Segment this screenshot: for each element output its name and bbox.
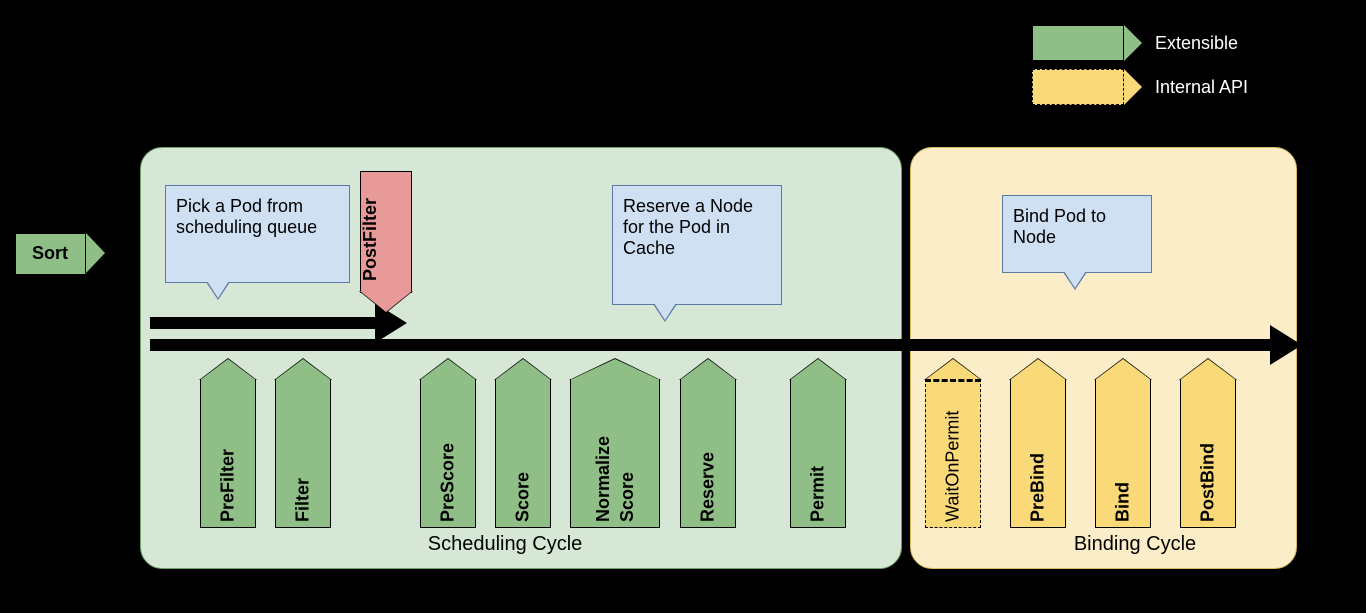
callout-0: Pick a Pod from scheduling queue	[165, 185, 350, 283]
postfilter-label: PostFilter	[360, 179, 412, 299]
ext-filter: Filter	[275, 358, 331, 528]
ext-label-4: Normalize Score	[570, 380, 660, 522]
short-arrow	[150, 317, 375, 329]
ext-label-7: WaitOnPermit	[925, 380, 981, 522]
callout-1: Reserve a Node for the Pod in Cache	[612, 185, 782, 305]
ext-label-9: Bind	[1095, 380, 1151, 522]
ext-reserve: Reserve	[680, 358, 736, 528]
legend-int-label: Internal API	[1155, 77, 1248, 98]
ext-label-2: PreScore	[420, 380, 476, 522]
sort-label: Sort	[15, 233, 85, 273]
ext-label-10: PostBind	[1180, 380, 1236, 522]
ext-postbind: PostBind	[1180, 358, 1236, 528]
ext-label-0: PreFilter	[200, 380, 256, 522]
ext-label-8: PreBind	[1010, 380, 1066, 522]
legend-ext-label: Extensible	[1155, 33, 1238, 54]
ext-prefilter: PreFilter	[200, 358, 256, 528]
legend-int-shape	[1032, 69, 1142, 105]
ext-prebind: PreBind	[1010, 358, 1066, 528]
legend-ext-shape	[1032, 25, 1142, 61]
ext-score: Score	[495, 358, 551, 528]
ext-prescore: PreScore	[420, 358, 476, 528]
postfilter-pentagon: PostFilter	[360, 171, 412, 313]
scheduling-cycle-label: Scheduling Cycle	[380, 533, 630, 556]
sort-arrow: Sort	[15, 233, 105, 273]
ext-label-1: Filter	[275, 380, 331, 522]
ext-waitonpermit: WaitOnPermit	[925, 358, 981, 528]
ext-bind: Bind	[1095, 358, 1151, 528]
ext-label-3: Score	[495, 380, 551, 522]
long-arrow	[150, 339, 1270, 351]
ext-normalize-score: Normalize Score	[570, 358, 660, 528]
binding-cycle-label: Binding Cycle	[1010, 533, 1260, 556]
callout-2: Bind Pod to Node	[1002, 195, 1152, 273]
ext-label-5: Reserve	[680, 380, 736, 522]
diagram-root: Scheduling Cycle Binding Cycle Sort PostFil…	[0, 0, 1366, 613]
ext-permit: Permit	[790, 358, 846, 528]
ext-label-6: Permit	[790, 380, 846, 522]
